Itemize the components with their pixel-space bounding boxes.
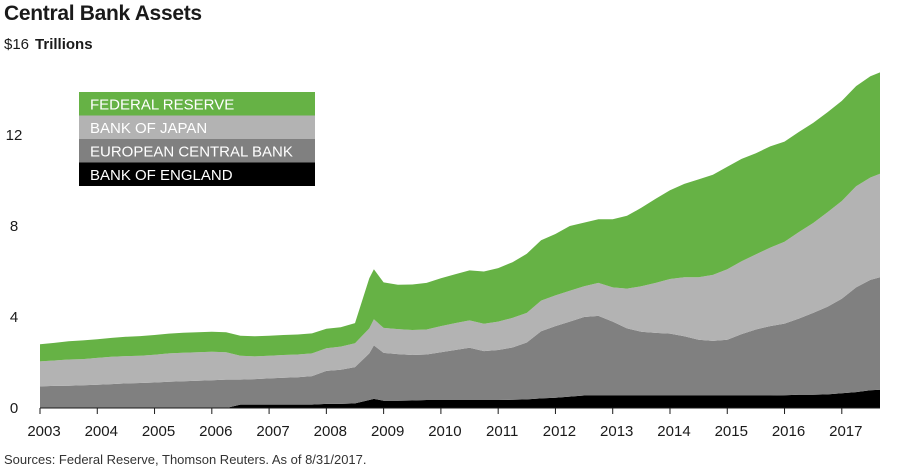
x-tick-label: 2010 [428,423,461,440]
area-european-central-bank [40,277,880,408]
area-federal-reserve [40,72,880,362]
y-tick-label: 0 [10,400,18,417]
y-axis-unit-label: $16 Trillions [4,36,93,53]
x-tick-label: 2011 [486,423,518,440]
x-tick-label: 2013 [600,423,633,440]
legend-label-bank-of-japan: BANK OF JAPAN [90,120,207,137]
legend-label-federal-reserve: FEDERAL RESERVE [90,96,234,113]
axes: 0 4 8 12 2003 2004 2005 2006 2007 2008 2009 2010 201… [6,127,880,440]
legend-label-european-central-bank: EUROPEAN CENTRAL BANK [90,143,293,160]
x-tick-label: 2017 [829,423,862,440]
area-layers [40,72,880,408]
x-tick-label: 2003 [27,423,60,440]
y-tick-label: 4 [10,309,18,326]
y-tick-label: 12 [6,127,23,144]
y-tick-label: 8 [10,218,18,235]
x-tick-label: 2012 [543,423,576,440]
x-tick-label: 2007 [256,423,289,440]
x-tick-label: 2009 [371,423,404,440]
area-bank-of-japan [40,173,880,387]
legend-swatch-european-central-bank [79,139,315,163]
x-tick-label: 2004 [85,423,118,440]
area-bank-of-england [40,389,880,408]
x-tick-label: 2014 [657,423,690,440]
x-tick-label: 2005 [142,423,175,440]
x-tick-label: 2008 [314,423,347,440]
legend-swatch-bank-of-england [79,162,315,186]
x-tick-label: 2015 [715,423,748,440]
chart-title: Central Bank Assets [4,2,202,25]
legend: FEDERAL RESERVE BANK OF JAPAN EUROPEAN CEN… [79,92,315,186]
legend-swatch-bank-of-japan [79,115,315,139]
source-note: Sources: Federal Reserve, Thomson Reuter… [4,452,367,467]
x-tick-label: 2016 [772,423,805,440]
y-axis-top-tick-label: $16 [4,36,30,53]
legend-label-bank-of-england: BANK OF ENGLAND [90,167,233,184]
x-tick-label: 2006 [199,423,232,440]
legend-swatch-federal-reserve [79,92,315,116]
y-axis-units: Trillions [35,36,93,53]
